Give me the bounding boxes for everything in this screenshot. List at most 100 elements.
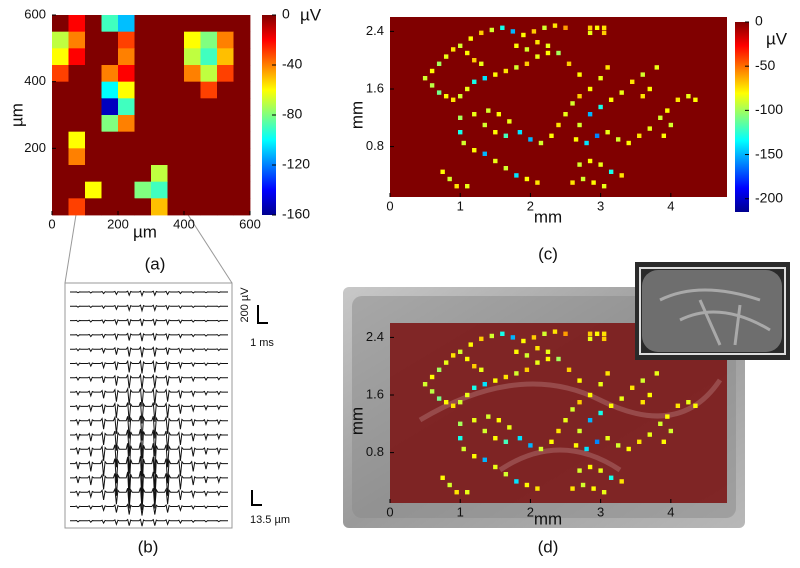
heatmap-cell: [134, 115, 152, 133]
electrode-point: [619, 90, 624, 95]
heatmap-cell: [85, 15, 102, 33]
electrode-point: [654, 371, 659, 376]
electrode-point: [563, 112, 568, 117]
electrode-point: [493, 72, 498, 77]
electrode-point: [573, 137, 579, 142]
electrode-point: [640, 400, 645, 405]
x-tick-label: 4: [667, 198, 674, 213]
electrode-point: [665, 414, 670, 419]
heatmap-cell: [68, 15, 86, 33]
electrode-point: [630, 385, 635, 390]
electrode-point: [489, 333, 495, 339]
heatmap-cell: [118, 65, 135, 83]
trace: [70, 345, 228, 358]
heatmap-cell: [217, 65, 234, 83]
electrode-point: [482, 122, 487, 128]
electrode-point: [587, 331, 593, 336]
heatmap-cell: [68, 48, 86, 66]
heatmap-cell: [233, 115, 251, 133]
electrode-point: [517, 436, 523, 441]
electrode-point: [693, 97, 698, 102]
electrode-point: [573, 443, 579, 448]
x-tick-label: 0: [386, 198, 393, 213]
electrode-point: [531, 29, 537, 34]
electrode-point: [605, 371, 610, 376]
heatmap-cell: [200, 131, 218, 149]
colorbar-label: µV: [766, 29, 788, 48]
electrode-point: [608, 403, 614, 408]
heatmap-cell: [167, 65, 185, 83]
heatmap-cell: [200, 15, 218, 33]
electrode-point: [658, 421, 663, 426]
electrode-point: [422, 382, 428, 387]
heatmap-cell: [184, 81, 201, 99]
heatmap-cell: [184, 65, 201, 83]
heatmap-cell: [217, 48, 234, 66]
heatmap-cell: [52, 165, 69, 183]
electrode-point: [587, 464, 593, 470]
electrode-point: [479, 30, 484, 36]
electrode-point: [465, 490, 470, 495]
electrode-point: [454, 184, 459, 189]
electrode-point: [486, 108, 491, 113]
electrode-point: [637, 439, 642, 444]
electrode-point: [661, 439, 667, 444]
electrode-point: [458, 436, 463, 441]
electrode-point: [605, 130, 610, 135]
colorbar-tick-label: -50: [755, 57, 775, 73]
heatmap-cell: [167, 15, 185, 33]
electrode-point: [510, 29, 516, 34]
electrode-point: [482, 428, 487, 434]
heatmap-cell: [184, 15, 201, 33]
electrode-point: [503, 374, 509, 380]
electrode-point: [440, 475, 445, 480]
electrode-point: [521, 32, 526, 38]
y-axis-label: mm: [347, 101, 366, 129]
electrode-point: [587, 418, 593, 423]
x-tick-label: 1: [457, 504, 464, 519]
heatmap-cell: [85, 65, 102, 83]
electrode-point: [637, 133, 642, 138]
heatmap-cell: [118, 148, 135, 166]
electrode-point: [545, 50, 551, 56]
electrode-point: [482, 457, 487, 462]
heatmap-cell: [52, 48, 69, 66]
electrode-point: [577, 400, 582, 405]
scale-label: 200 µV: [239, 287, 251, 323]
heatmap-cell: [233, 131, 251, 149]
electrode-point: [693, 403, 698, 408]
electrode-point: [538, 140, 544, 146]
heatmap-cell: [134, 148, 152, 166]
heatmap-cell: [101, 65, 119, 83]
electrode-point: [531, 335, 537, 340]
heatmap-cell: [167, 31, 185, 49]
heatmap-cell: [101, 181, 119, 199]
electrode-point: [465, 392, 470, 398]
electrode-point: [524, 353, 530, 358]
electrode-point: [668, 428, 674, 434]
heatmap-cell: [68, 115, 86, 133]
heatmap-cell: [217, 181, 234, 199]
electrode-point: [598, 76, 603, 81]
electrode-point: [503, 133, 509, 138]
electrode-point: [601, 331, 607, 336]
trace: [70, 318, 228, 327]
electrode-point: [465, 86, 470, 92]
heatmap-cell: [134, 65, 152, 83]
heatmap-cell: [118, 131, 135, 149]
electrode-point: [436, 61, 442, 66]
electrode-point: [514, 479, 519, 484]
x-tick-label: 3: [597, 198, 604, 213]
electrode-point: [535, 346, 540, 351]
heatmap-cell: [85, 181, 102, 199]
heatmap-cell: [52, 98, 69, 116]
heatmap-cell: [233, 98, 251, 116]
heatmap-cell: [101, 198, 119, 216]
heatmap-cell: [217, 198, 234, 216]
electrode-point: [594, 439, 600, 444]
heatmap-cell: [217, 165, 234, 183]
heatmap-cell: [233, 148, 251, 166]
electrode-point: [496, 112, 502, 117]
electrode-point: [422, 76, 428, 81]
heatmap-cell: [167, 48, 185, 66]
